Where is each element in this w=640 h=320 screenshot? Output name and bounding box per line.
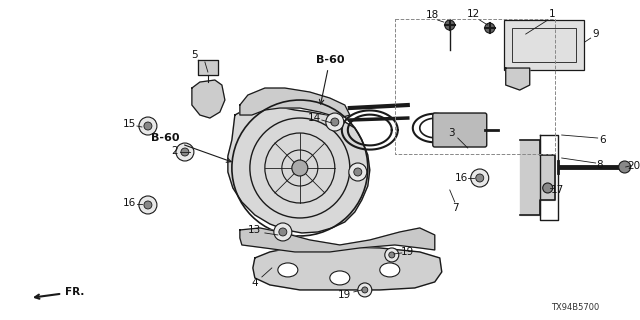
Circle shape [181,148,189,156]
Circle shape [476,174,484,182]
FancyBboxPatch shape [433,113,487,147]
Text: 1: 1 [548,9,555,19]
Bar [512,28,576,62]
Circle shape [471,169,489,187]
Polygon shape [228,105,370,233]
Polygon shape [198,60,218,75]
Circle shape [279,228,287,236]
Circle shape [484,23,495,33]
Text: 2: 2 [172,146,178,156]
Text: 16: 16 [455,173,468,183]
Polygon shape [253,247,442,290]
Text: 12: 12 [467,9,481,19]
Circle shape [358,283,372,297]
Circle shape [543,183,553,193]
Polygon shape [520,140,555,215]
Circle shape [349,163,367,181]
Text: FR.: FR. [35,287,84,299]
Text: 4: 4 [252,278,258,288]
Text: 18: 18 [426,10,440,20]
Text: 8: 8 [596,160,603,170]
Circle shape [292,160,308,176]
Circle shape [326,113,344,131]
Circle shape [139,196,157,214]
Circle shape [619,161,630,173]
Text: 20: 20 [627,161,640,171]
Polygon shape [506,68,530,90]
Circle shape [354,168,362,176]
Circle shape [385,248,399,262]
Circle shape [144,201,152,209]
Text: 3: 3 [449,128,455,138]
Text: 17: 17 [551,185,564,195]
Text: 14: 14 [308,113,321,123]
Polygon shape [240,88,350,118]
Circle shape [176,143,194,161]
Circle shape [362,287,368,293]
Text: TX94B5700: TX94B5700 [552,303,600,312]
Circle shape [445,20,455,30]
Text: 13: 13 [248,225,262,235]
Polygon shape [192,80,225,118]
Polygon shape [240,228,435,252]
Ellipse shape [330,271,350,285]
Text: 15: 15 [124,119,136,129]
Circle shape [388,252,395,258]
Text: 19: 19 [338,290,351,300]
Text: 6: 6 [600,135,606,145]
Text: B-60: B-60 [150,133,231,162]
Text: 9: 9 [593,29,599,39]
Text: B-60: B-60 [316,55,344,104]
Ellipse shape [380,263,400,277]
Circle shape [139,117,157,135]
Circle shape [274,223,292,241]
Circle shape [144,122,152,130]
Bar [504,20,584,70]
Ellipse shape [278,263,298,277]
Text: 19: 19 [401,247,415,257]
Circle shape [331,118,339,126]
Text: 5: 5 [191,50,198,60]
Text: 16: 16 [124,198,136,208]
Text: 7: 7 [452,203,459,213]
